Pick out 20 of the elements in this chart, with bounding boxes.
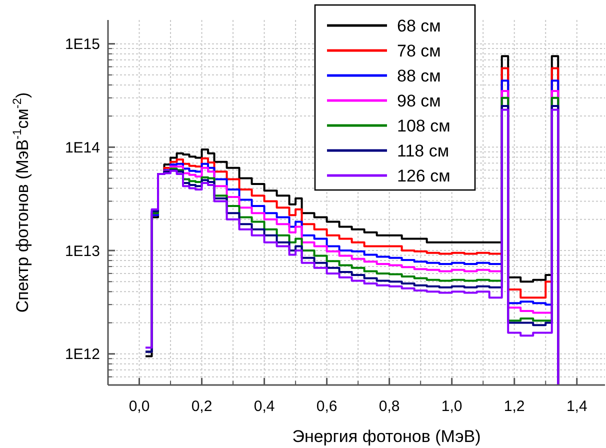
x-tick-label: 1,2 <box>504 398 525 415</box>
legend-label: 68 см <box>397 16 441 36</box>
legend-label: 88 см <box>397 66 441 86</box>
x-tick-label: 0,8 <box>378 398 400 415</box>
x-axis-title: Энергия фотонов (МэВ) <box>292 427 481 446</box>
legend-label: 108 см <box>397 116 450 136</box>
x-tick-label: 1,4 <box>566 398 588 415</box>
x-tick-label: 0,0 <box>128 398 150 415</box>
x-tick-label: 0,2 <box>191 398 212 415</box>
y-tick-label: 1E15 <box>64 36 100 54</box>
x-tick-label: 0,6 <box>316 398 338 415</box>
y-tick-label: 1E12 <box>64 346 100 364</box>
legend-label: 126 см <box>397 166 450 186</box>
x-tick-label: 1,0 <box>441 398 462 415</box>
y-tick-label: 1E14 <box>64 139 100 156</box>
legend-label: 118 см <box>397 142 450 160</box>
legend-label: 78 см <box>397 42 441 60</box>
x-tick-label: 0,4 <box>254 398 275 415</box>
y-tick-label: 1E13 <box>64 242 100 260</box>
legend-label: 98 см <box>397 92 441 110</box>
